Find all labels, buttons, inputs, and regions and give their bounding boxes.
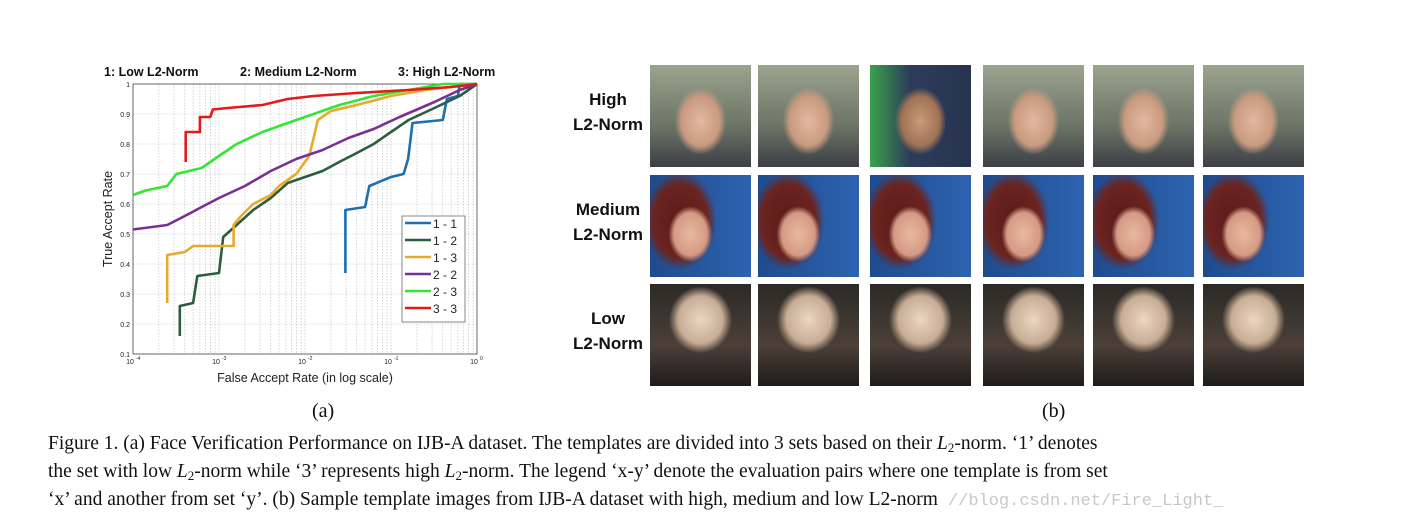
legend-label: 1 - 3 bbox=[433, 251, 457, 265]
series-line-2-3 bbox=[132, 82, 477, 197]
x-tick-label: 10 bbox=[384, 359, 392, 366]
row-label-line: Medium bbox=[575, 200, 641, 219]
y-tick-label: 0.2 bbox=[120, 322, 130, 329]
legend-label: 1 - 2 bbox=[433, 234, 457, 248]
face-image bbox=[1203, 175, 1304, 277]
face-image bbox=[870, 65, 971, 167]
y-tick-label: 0.9 bbox=[120, 112, 130, 119]
x-tick-label: 10 bbox=[298, 359, 306, 366]
legend-label: 1 - 1 bbox=[433, 217, 457, 231]
caption-text: 2 bbox=[947, 440, 955, 455]
caption-text: -norm. The legend ‘x-y’ denote the evalu… bbox=[461, 461, 1108, 482]
y-tick-label: 0.4 bbox=[120, 262, 130, 269]
caption-text: -norm while ‘3’ represents high bbox=[194, 461, 445, 482]
x-tick-label: 10 bbox=[470, 359, 478, 366]
face-image bbox=[983, 284, 1084, 386]
x-tick-label: 10 bbox=[212, 359, 220, 366]
face-image bbox=[758, 284, 859, 386]
row-label-line: High bbox=[589, 90, 627, 109]
norm-set-label: 1: Low L2-Norm bbox=[104, 65, 198, 79]
caption-text: the set with low bbox=[48, 461, 177, 482]
figure-caption: Figure 1. (a) Face Verification Performa… bbox=[48, 430, 1388, 516]
legend-label: 3 - 3 bbox=[433, 302, 457, 316]
norm-set-label: 3: High L2-Norm bbox=[398, 65, 495, 79]
series-line-2-2 bbox=[132, 82, 478, 231]
caption-line: Figure 1. (a) Face Verification Performa… bbox=[48, 430, 1388, 458]
row-label: High L2-Norm bbox=[563, 87, 653, 137]
row-label-line: L2-Norm bbox=[573, 115, 643, 134]
caption-line: ‘x’ and another from set ‘y’. (b) Sample… bbox=[48, 486, 1388, 516]
face-image bbox=[870, 175, 971, 277]
caption-text: L bbox=[176, 461, 188, 482]
y-tick-label: 0.1 bbox=[120, 352, 130, 359]
y-tick-label: 0.5 bbox=[120, 232, 130, 239]
panel-a-label: (a) bbox=[312, 400, 335, 422]
norm-set-label: 2: Medium L2-Norm bbox=[240, 65, 357, 79]
panel-b-label: (b) bbox=[1042, 400, 1066, 422]
plot-frame bbox=[132, 83, 478, 355]
face-image bbox=[1093, 65, 1194, 167]
y-tick-label: 0.8 bbox=[120, 142, 130, 149]
face-image bbox=[1203, 65, 1304, 167]
x-tick-exponent: -1 bbox=[394, 356, 399, 362]
watermark: //blog.csdn.net/Fire_Light_ bbox=[947, 492, 1224, 511]
y-tick-label: 1 bbox=[126, 82, 130, 89]
face-image bbox=[650, 175, 751, 277]
caption-text: L bbox=[444, 461, 456, 482]
row-label: Low L2-Norm bbox=[563, 306, 653, 356]
face-image bbox=[758, 175, 859, 277]
face-image bbox=[983, 175, 1084, 277]
y-tick-label: 0.6 bbox=[120, 202, 130, 209]
x-axis-label: False Accept Rate (in log scale) bbox=[217, 371, 393, 385]
face-image bbox=[1093, 284, 1194, 386]
caption-text: Figure 1. (a) Face Verification Performa… bbox=[48, 433, 937, 454]
row-label-line: L2-Norm bbox=[573, 334, 643, 353]
y-tick-label: 0.3 bbox=[120, 292, 130, 299]
caption-text: 2 bbox=[455, 468, 462, 483]
caption-text: ‘x’ and another from set ‘y’. (b) Sample… bbox=[48, 489, 938, 510]
caption-text: 2 bbox=[187, 468, 195, 483]
face-image bbox=[650, 284, 751, 386]
face-image bbox=[650, 65, 751, 167]
y-tick-label: 0.7 bbox=[120, 172, 130, 179]
series-line-1-3 bbox=[165, 82, 478, 303]
row-label: Medium L2-Norm bbox=[563, 197, 653, 247]
face-image bbox=[870, 284, 971, 386]
caption-line: the set with low L2-norm while ‘3’ repre… bbox=[48, 458, 1388, 486]
legend-label: 2 - 3 bbox=[433, 285, 457, 299]
face-image bbox=[1203, 284, 1304, 386]
legend-box bbox=[401, 215, 466, 323]
legend-label: 2 - 2 bbox=[433, 268, 457, 282]
y-axis-label: True Accept Rate bbox=[101, 171, 115, 267]
face-image bbox=[983, 65, 1084, 167]
row-label-line: Low bbox=[591, 309, 625, 328]
face-image bbox=[1093, 175, 1194, 277]
face-image bbox=[758, 65, 859, 167]
row-label-line: L2-Norm bbox=[573, 225, 643, 244]
x-tick-exponent: 0 bbox=[480, 356, 483, 362]
series-line-3-3 bbox=[184, 82, 478, 162]
caption-text: L bbox=[936, 433, 948, 454]
series-line-1-2 bbox=[178, 82, 478, 336]
x-tick-exponent: -4 bbox=[136, 356, 141, 362]
x-tick-exponent: -3 bbox=[222, 356, 227, 362]
x-tick-label: 10 bbox=[126, 359, 134, 366]
x-tick-exponent: -2 bbox=[308, 356, 313, 362]
caption-text: -norm. ‘1’ denotes bbox=[954, 433, 1098, 454]
